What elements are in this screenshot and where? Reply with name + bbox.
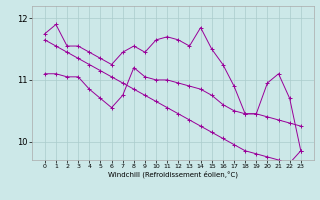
X-axis label: Windchill (Refroidissement éolien,°C): Windchill (Refroidissement éolien,°C): [108, 171, 238, 178]
